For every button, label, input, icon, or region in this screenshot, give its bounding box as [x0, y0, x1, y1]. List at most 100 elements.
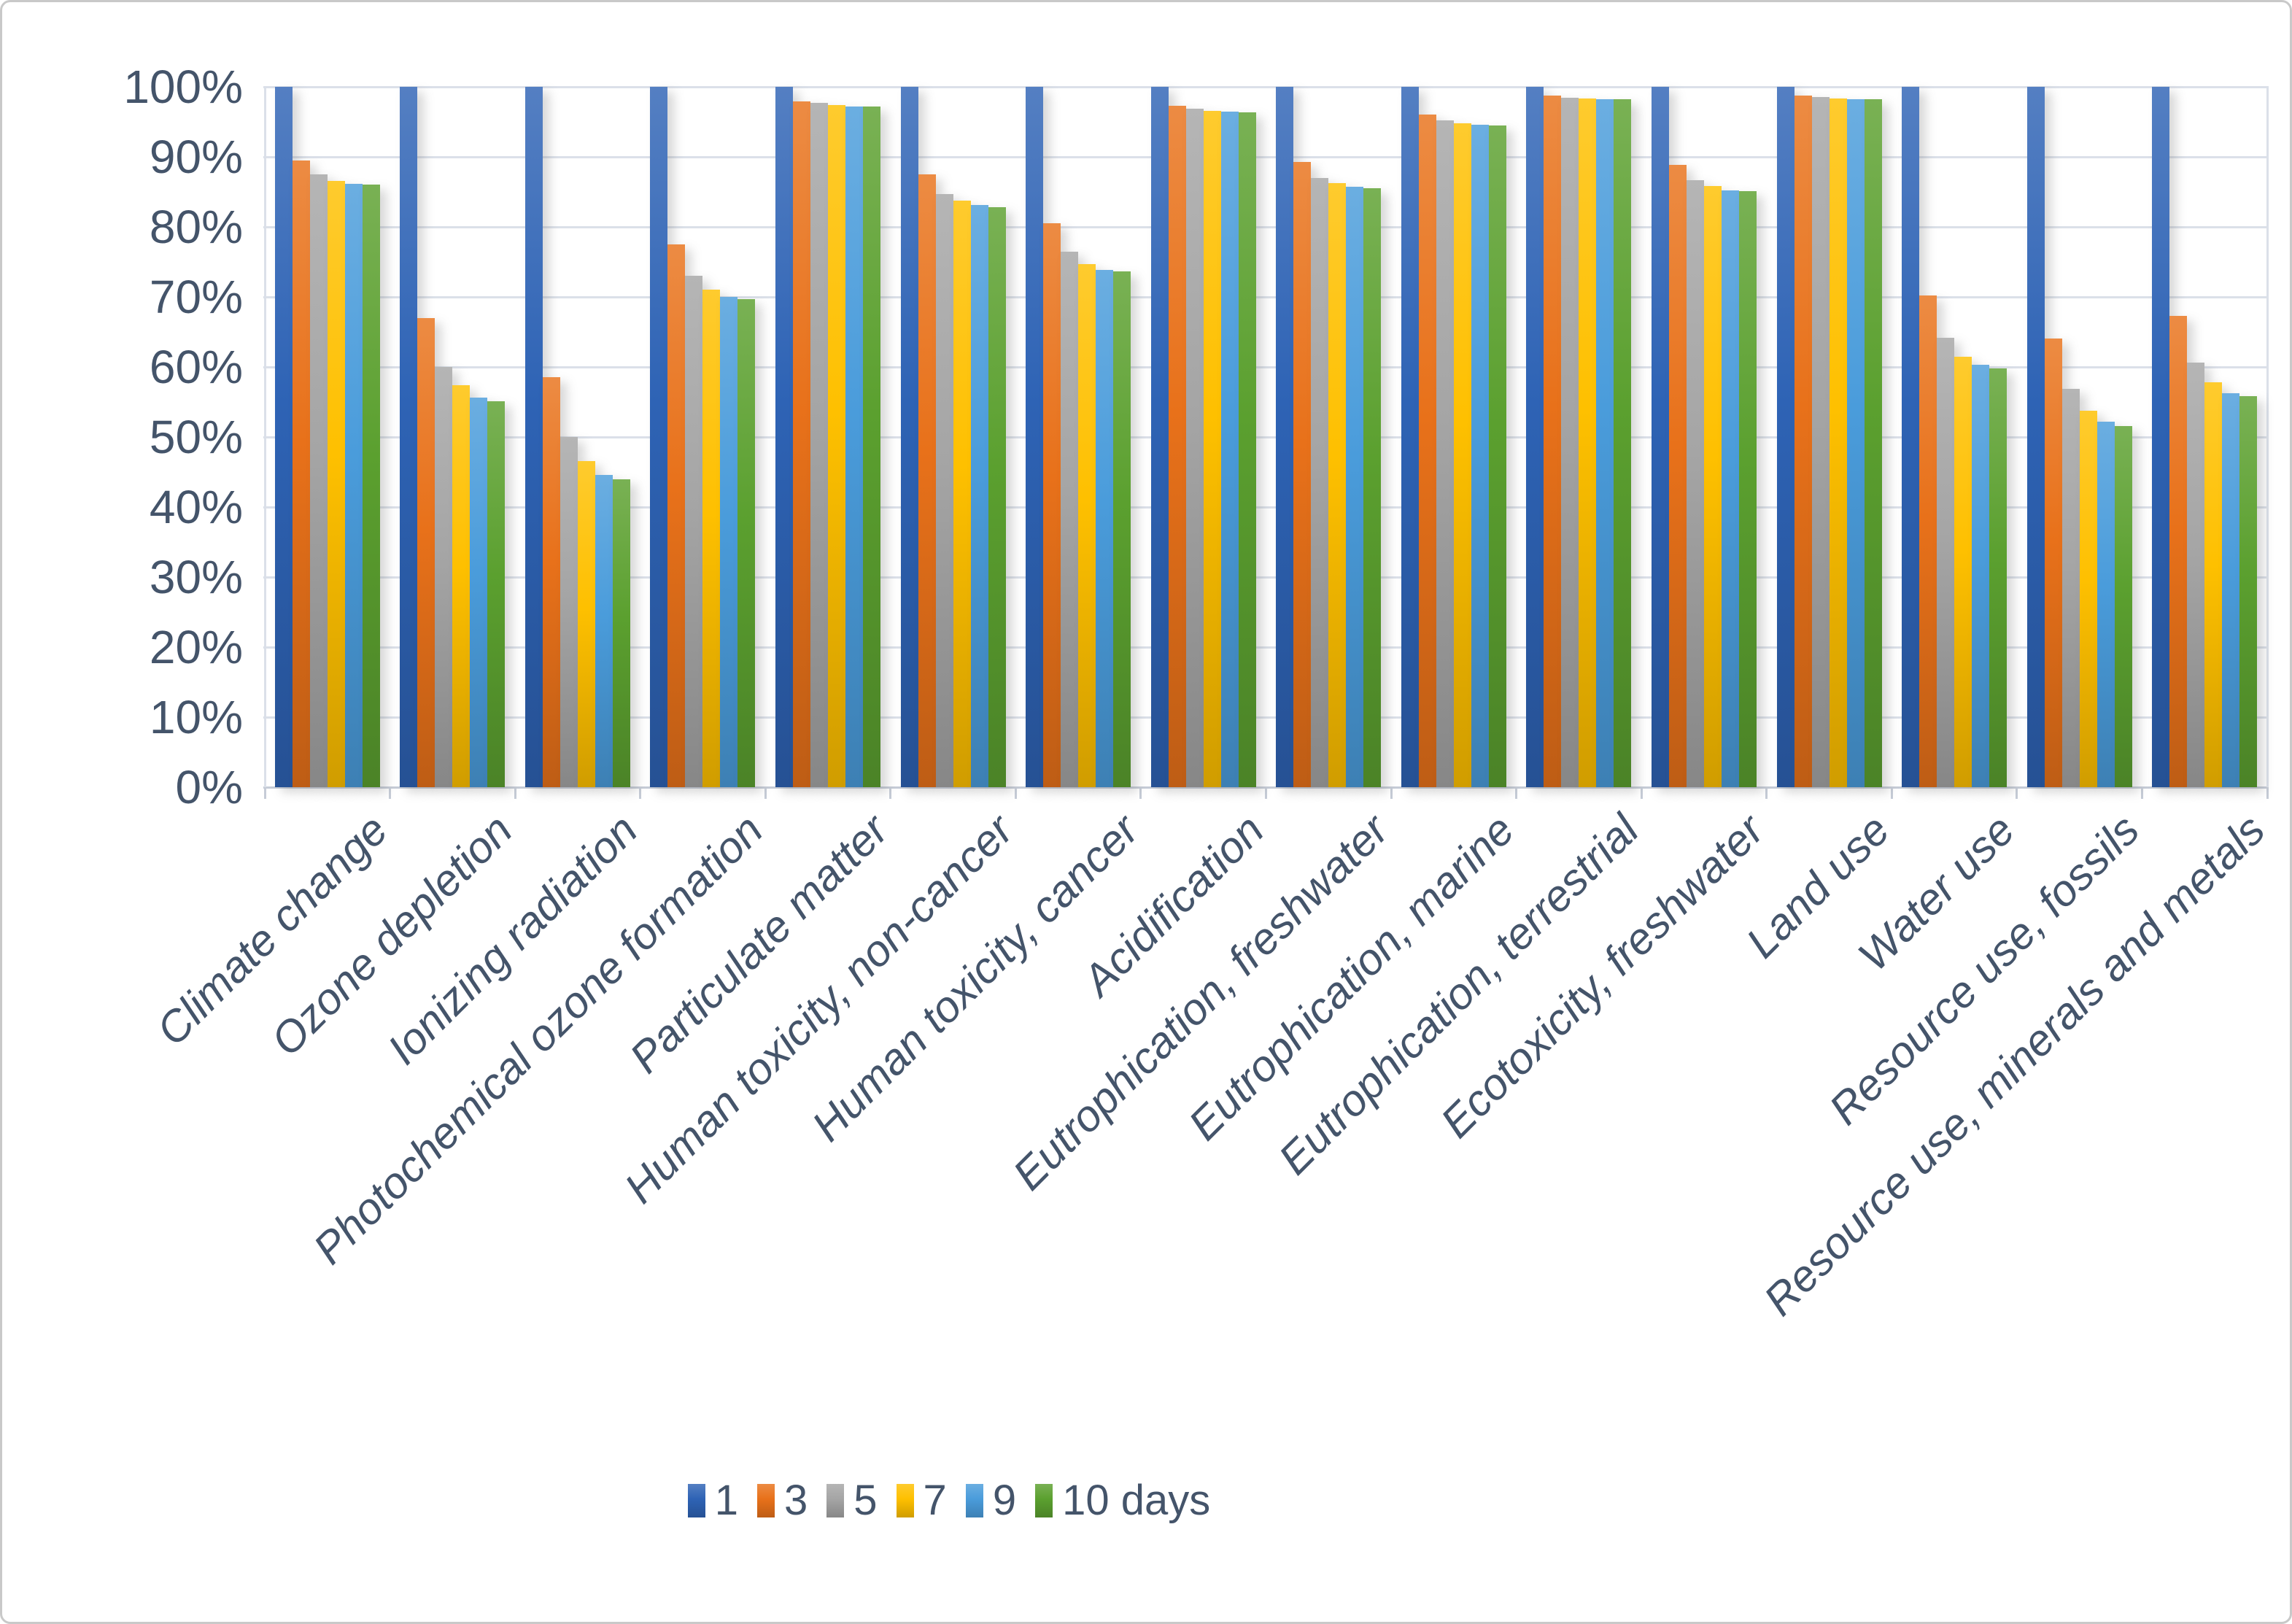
y-axis-tick-label: 50% [149, 411, 243, 463]
bar-series-9-cat-4 [845, 106, 864, 787]
legend-item-5: 5 [826, 1476, 878, 1525]
bar-series-1-cat-8 [1276, 87, 1294, 787]
bar-series-1-cat-5 [900, 87, 918, 787]
bar-series-5-cat-2 [560, 437, 578, 787]
legend-item-10-days: 10 days [1035, 1476, 1210, 1525]
bar-series-7-cat-11 [1703, 186, 1722, 787]
category-axis-tick [1390, 789, 1393, 799]
bar-series-1-cat-1 [400, 87, 418, 787]
legend-item-3: 3 [757, 1476, 808, 1525]
bar-series-1-cat-12 [1776, 87, 1795, 787]
bar-series-10-days-cat-9 [1488, 125, 1506, 787]
legend-label: 1 [714, 1477, 739, 1524]
legend: 1 3 5 7 9 10 days [2, 1476, 2093, 1525]
category-axis-tick [1890, 789, 1893, 799]
bar-series-10-days-cat-7 [1238, 112, 1256, 787]
bar-series-9-cat-12 [1846, 99, 1865, 787]
bar-series-5-cat-0 [309, 174, 328, 787]
plot-left-border [263, 87, 266, 787]
bar-series-3-cat-13 [1919, 295, 1937, 787]
legend-label: 5 [853, 1477, 878, 1524]
gridline [263, 716, 2269, 719]
gridline [263, 155, 2269, 158]
bar-series-1-cat-2 [524, 87, 543, 787]
bar-series-9-cat-15 [2222, 393, 2240, 787]
bar-series-9-cat-6 [1096, 269, 1114, 787]
legend-swatch-icon [965, 1483, 983, 1517]
bar-series-1-cat-11 [1651, 87, 1669, 787]
legend-item-1: 1 [687, 1476, 739, 1525]
bar-series-5-cat-11 [1686, 179, 1704, 787]
bar-series-7-cat-0 [327, 180, 345, 787]
y-axis-tick-label: 0% [175, 761, 244, 813]
bar-series-5-cat-15 [2187, 363, 2205, 787]
category-axis-tick [1640, 789, 1643, 799]
bar-series-9-cat-8 [1346, 187, 1364, 787]
bar-series-10-days-cat-6 [1113, 271, 1131, 787]
bar-series-7-cat-3 [702, 290, 721, 787]
bar-series-1-cat-14 [2026, 87, 2045, 787]
legend-swatch-icon [826, 1483, 845, 1517]
legend-swatch-icon [896, 1483, 914, 1517]
category-axis-tick [1265, 789, 1267, 799]
legend-label: 3 [784, 1477, 808, 1524]
category-axis-tick [1765, 789, 1768, 799]
category-axis-tick [1139, 789, 1142, 799]
bar-series-7-cat-1 [452, 384, 471, 787]
plot-right-border [2266, 87, 2269, 787]
y-axis-tick-label: 40% [149, 481, 243, 533]
gridline [263, 646, 2269, 649]
bar-series-5-cat-12 [1811, 97, 1830, 787]
bar-series-7-cat-13 [1954, 356, 1972, 787]
category-axis-tick [2140, 789, 2143, 799]
bar-series-10-days-cat-3 [737, 298, 756, 787]
bar-series-7-cat-15 [2204, 382, 2223, 787]
bar-series-1-cat-13 [1902, 87, 1920, 787]
bar-series-3-cat-12 [1794, 96, 1812, 787]
bar-series-10-days-cat-0 [362, 185, 380, 787]
bar-series-7-cat-5 [953, 201, 971, 787]
category-axis-tick [889, 789, 892, 799]
bar-series-1-cat-7 [1150, 87, 1169, 787]
gridline [263, 366, 2269, 368]
bar-series-3-cat-10 [1544, 96, 1562, 787]
bar-series-5-cat-13 [1937, 337, 1955, 787]
bar-series-9-cat-13 [1972, 365, 1990, 787]
legend-item-7: 7 [896, 1476, 947, 1525]
y-axis-tick-label: 60% [149, 341, 243, 393]
x-axis-line [263, 786, 2269, 789]
y-axis-tick-label: 20% [149, 621, 243, 673]
bar-series-1-cat-6 [1026, 87, 1044, 787]
bar-series-10-days-cat-15 [2239, 396, 2258, 787]
category-axis-tick [639, 789, 642, 799]
category-axis-tick [764, 789, 767, 799]
y-axis-tick-label: 100% [123, 61, 243, 113]
legend-label: 7 [923, 1477, 947, 1524]
bar-series-1-cat-0 [274, 87, 293, 787]
bar-series-3-cat-0 [292, 160, 310, 787]
bar-series-1-cat-9 [1401, 87, 1419, 787]
bar-series-3-cat-3 [667, 244, 686, 787]
bar-series-10-days-cat-8 [1363, 188, 1382, 787]
bar-series-5-cat-14 [2061, 388, 2080, 787]
bar-series-1-cat-3 [650, 87, 668, 787]
y-axis-tick-label: 10% [149, 691, 243, 743]
bar-series-10-days-cat-14 [2114, 425, 2132, 787]
bar-series-10-days-cat-2 [612, 479, 630, 787]
bar-series-10-days-cat-11 [1738, 191, 1757, 787]
bar-series-1-cat-10 [1526, 87, 1544, 787]
bar-series-5-cat-7 [1185, 108, 1204, 787]
legend-item-9: 9 [965, 1476, 1016, 1525]
bar-series-5-cat-1 [435, 367, 453, 787]
bar-series-10-days-cat-5 [988, 207, 1006, 787]
bar-series-9-cat-7 [1220, 111, 1239, 787]
bar-series-5-cat-9 [1436, 120, 1454, 787]
category-axis-tick [389, 789, 392, 799]
bar-series-9-cat-2 [595, 474, 613, 787]
bar-series-3-cat-5 [918, 174, 936, 787]
category-axis-tick [263, 789, 266, 799]
bar-series-10-days-cat-12 [1864, 99, 1882, 787]
gridline [263, 225, 2269, 228]
bar-series-5-cat-10 [1561, 98, 1579, 787]
legend-swatch-icon [1035, 1483, 1053, 1517]
